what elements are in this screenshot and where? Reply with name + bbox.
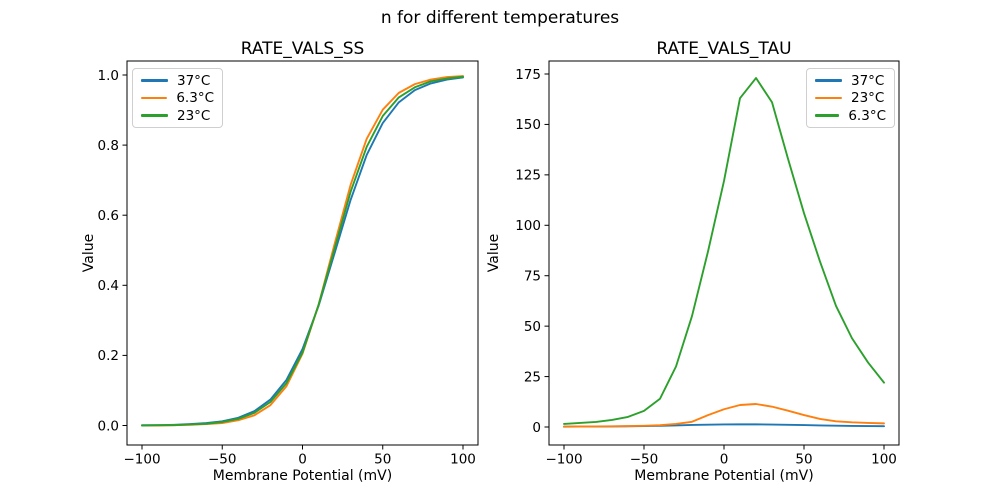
x-tick-label: −100 [545, 452, 582, 468]
y-tick-label: 75 [524, 269, 541, 285]
legend-line-swatch [815, 79, 842, 82]
legend-label: 37°C [177, 72, 211, 89]
legend-label: 6.3°C [848, 107, 886, 124]
plot-ss-ylabel: Value [81, 233, 97, 273]
figure-suptitle: n for different temperatures [380, 8, 620, 28]
x-tick-label: 100 [871, 452, 897, 468]
curve-6.3cc [563, 77, 885, 425]
legend-line-swatch [815, 96, 842, 100]
curve-23cc [563, 403, 885, 428]
y-tick-label: 0 [532, 420, 541, 436]
curve-23cc [141, 75, 464, 427]
y-tick-label: 150 [515, 117, 541, 133]
curve-37cc [141, 76, 464, 427]
x-tick-label: −100 [123, 452, 160, 468]
legend-line-swatch [141, 96, 168, 100]
y-tick-label: 0.8 [98, 138, 119, 154]
plot-ss-legend: 37°C 6.3°C 23°C [132, 68, 223, 128]
x-tick-label: 100 [450, 452, 476, 468]
x-tick-label: 50 [795, 452, 812, 468]
y-tick-label: 25 [524, 369, 541, 385]
x-tick-label: 0 [298, 452, 307, 468]
legend-label: 23°C [851, 90, 885, 106]
legend-item: 6.3°C [815, 108, 886, 124]
legend-item: 37°C [815, 73, 886, 89]
legend-label: 6.3°C [176, 90, 214, 106]
y-tick-label: 0.2 [98, 348, 119, 364]
legend-item: 23°C [141, 108, 214, 124]
legend-line-swatch [815, 114, 840, 117]
y-tick-label: 100 [515, 218, 541, 234]
legend-item: 23°C [815, 90, 886, 106]
axes-frame [126, 60, 479, 446]
y-tick-label: 175 [515, 67, 541, 83]
x-tick-label: −50 [630, 452, 659, 468]
y-tick-label: 0.4 [98, 278, 119, 294]
x-tick-label: 0 [720, 452, 729, 468]
x-tick-label: 50 [374, 452, 391, 468]
y-tick-label: 125 [515, 168, 541, 184]
legend-label: 23°C [177, 107, 211, 124]
legend-line-swatch [141, 79, 168, 82]
legend-item: 6.3°C [141, 90, 214, 106]
plot-ss-xlabel: Membrane Potential (mV) [212, 468, 393, 484]
y-tick-label: 1.0 [98, 68, 119, 84]
plot-tau-xlabel: Membrane Potential (mV) [634, 468, 814, 484]
legend-item: 37°C [141, 73, 214, 89]
plot-tau-ylabel: Value [486, 233, 502, 273]
plot-ss-title: RATE_VALS_SS [240, 39, 365, 59]
x-tick-label: −50 [208, 452, 237, 468]
axes-frame [548, 60, 900, 446]
curve-6.3cc [141, 75, 464, 427]
y-tick-label: 0.6 [98, 208, 119, 224]
y-tick-label: 50 [524, 319, 541, 335]
y-tick-label: 0.0 [98, 418, 119, 434]
legend-label: 37°C [851, 72, 885, 89]
legend-line-swatch [141, 114, 168, 117]
plot-tau-title: RATE_VALS_TAU [656, 39, 792, 59]
plot-tau-legend: 37°C 23°C 6.3°C [806, 68, 895, 128]
